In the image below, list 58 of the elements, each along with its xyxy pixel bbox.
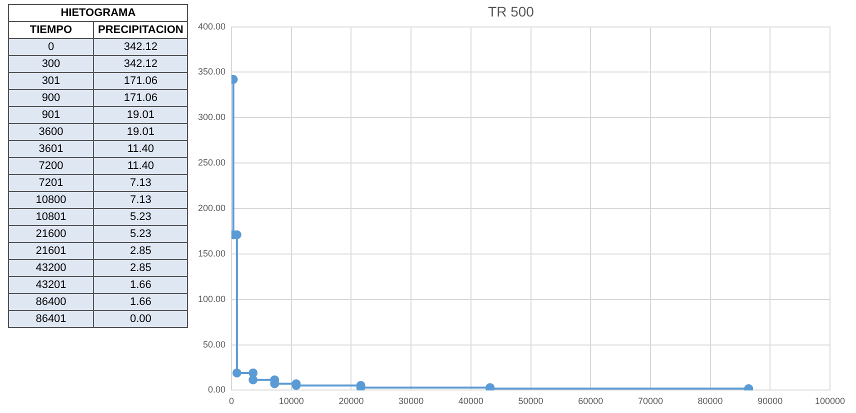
text: 5.23: [94, 208, 188, 226]
text: TIEMPO: [8, 22, 94, 38]
text: 2.85: [94, 260, 188, 276]
x-tick-label: 60000: [578, 396, 604, 406]
text: 11.40: [94, 158, 188, 174]
x-tick-label: 0: [229, 396, 234, 406]
text: 86400: [8, 294, 94, 310]
x-tick-label: 100000: [814, 396, 846, 406]
y-tick-label: 350.00: [198, 66, 226, 77]
text: 7200: [8, 158, 94, 174]
text: 342.12: [94, 38, 188, 56]
text: 10801: [8, 208, 94, 226]
x-tick-label: 10000: [278, 396, 304, 406]
text: 1.66: [94, 276, 188, 294]
text: HIETOGRAMA: [8, 4, 188, 22]
text: 301: [8, 72, 94, 90]
x-tick-label: 20000: [338, 396, 364, 406]
x-tick-label: 70000: [638, 396, 663, 406]
y-tick-label: 400.00: [198, 21, 226, 32]
x-tick-label: 40000: [458, 396, 484, 406]
text: 300: [8, 56, 94, 72]
text: 43201: [8, 276, 94, 294]
text: 43200: [8, 260, 94, 276]
x-tick-label: 30000: [398, 396, 424, 406]
text: 19.01: [94, 106, 188, 124]
y-tick-label: 250.00: [198, 158, 226, 168]
y-tick-label: 50.00: [202, 339, 226, 350]
text: 7201: [8, 174, 94, 192]
text: 2.85: [94, 242, 188, 260]
text: 21600: [8, 226, 94, 242]
chart-title: TR 500: [488, 3, 534, 20]
y-tick-label: 300.00: [198, 112, 226, 122]
x-tick-label: 50000: [518, 396, 544, 406]
text: 900: [8, 90, 94, 106]
y-tick-label: 150.00: [198, 248, 226, 258]
text: 7.13: [94, 192, 188, 208]
text: 1.66: [94, 294, 188, 310]
y-tick-label: 0.00: [208, 384, 226, 395]
y-tick-label: 200.00: [198, 202, 226, 213]
text: 171.06: [94, 90, 188, 106]
text: 19.01: [94, 124, 188, 140]
text: PRECIPITACION: [94, 22, 188, 38]
text: 21601: [8, 242, 94, 260]
x-tick-label: 80000: [698, 396, 723, 406]
y-tick-label: 100.00: [198, 294, 226, 304]
text: 3600: [8, 124, 94, 140]
x-tick-label: 90000: [758, 396, 783, 406]
text: 86401: [8, 310, 94, 328]
text: 10800: [8, 192, 94, 208]
text: 0: [8, 38, 94, 56]
text: 5.23: [94, 226, 188, 242]
text: 171.06: [94, 72, 188, 90]
text: 901: [8, 106, 94, 124]
text: 3601: [8, 140, 94, 158]
text: 11.40: [94, 140, 188, 158]
text: 0.00: [94, 310, 188, 328]
text: 342.12: [94, 56, 188, 72]
text: 7.13: [94, 174, 188, 192]
